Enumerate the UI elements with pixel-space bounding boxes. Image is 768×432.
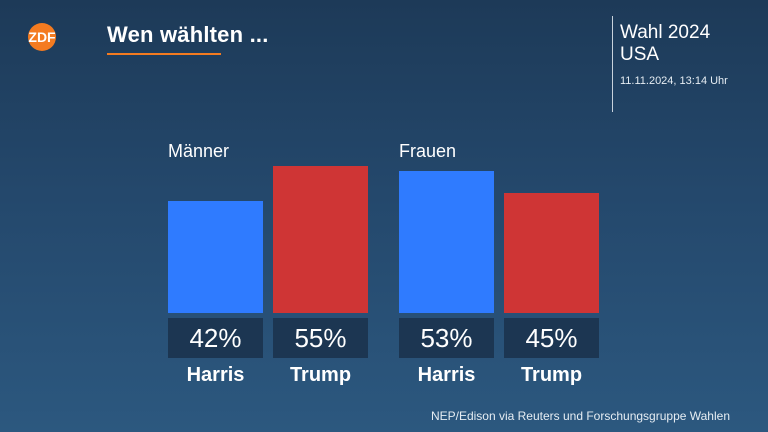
value-label-frauen-trump: 45% (504, 318, 599, 358)
zdf-logo: ZDF (28, 23, 56, 51)
bar-frauen-trump (504, 193, 599, 313)
value-label-frauen-harris: 53% (399, 318, 494, 358)
title-underline (107, 53, 221, 55)
group-label-männer: Männer (168, 141, 230, 161)
header-right: Wahl 2024 USA 11.11.2024, 13:14 Uhr (620, 22, 728, 87)
candidate-label-frauen-trump: Trump (520, 364, 583, 386)
election-title: Wahl 2024 (620, 22, 711, 43)
source-note: NEP/Edison via Reuters und Forschungsgru… (430, 409, 730, 423)
value-label-männer-trump: 55% (273, 318, 368, 358)
logo-z-letter: ZDF (28, 29, 56, 45)
header-divider (612, 16, 613, 112)
election-country: USA (620, 44, 660, 65)
value-label-männer-harris: 42% (168, 318, 263, 358)
candidate-label-männer-harris: Harris (186, 364, 245, 386)
timestamp: 11.11.2024, 13:14 Uhr (620, 75, 728, 87)
bar-männer-harris (168, 201, 263, 313)
candidate-label-frauen-harris: Harris (417, 364, 476, 386)
page-title: Wen wählten ... (107, 22, 269, 47)
bar-frauen-harris (399, 171, 494, 313)
group-label-frauen: Frauen (399, 141, 457, 161)
candidate-label-männer-trump: Trump (289, 364, 352, 386)
bar-männer-trump (273, 166, 368, 313)
